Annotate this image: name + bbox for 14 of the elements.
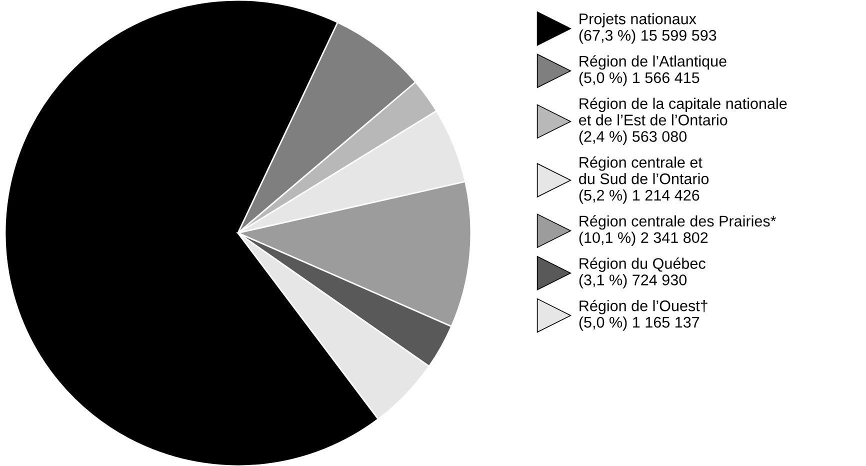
data-label: (67,3 %) 15 599 593 [579, 30, 716, 44]
data-label: (3,1 %) 724 930 [579, 274, 687, 288]
legend-label: Région de l’Atlantique [580, 55, 726, 70]
data-label: (5,0 %) 1 566 415 [579, 72, 700, 86]
data-label: (10,1 %) 2 341 802 [579, 232, 708, 246]
legend-label: Région centrale et du Sud de l’Ontario [579, 156, 709, 184]
legend-label: Région de l’Ouest† [580, 300, 708, 314]
data-label: (5,0 %) 1 165 137 [579, 316, 700, 331]
legend-label: Région du Québec [580, 258, 706, 272]
legend-label: Région centrale des Prairies* [580, 215, 776, 230]
data-label: (5,2 %) 1 214 426 [579, 189, 700, 204]
data-label: (2,4 %) 563 080 [579, 130, 687, 145]
legend-label: Projets nationaux [580, 13, 696, 28]
legend-label: Région de la capitale nationale et de l’Est de l’Ontario [579, 98, 787, 126]
